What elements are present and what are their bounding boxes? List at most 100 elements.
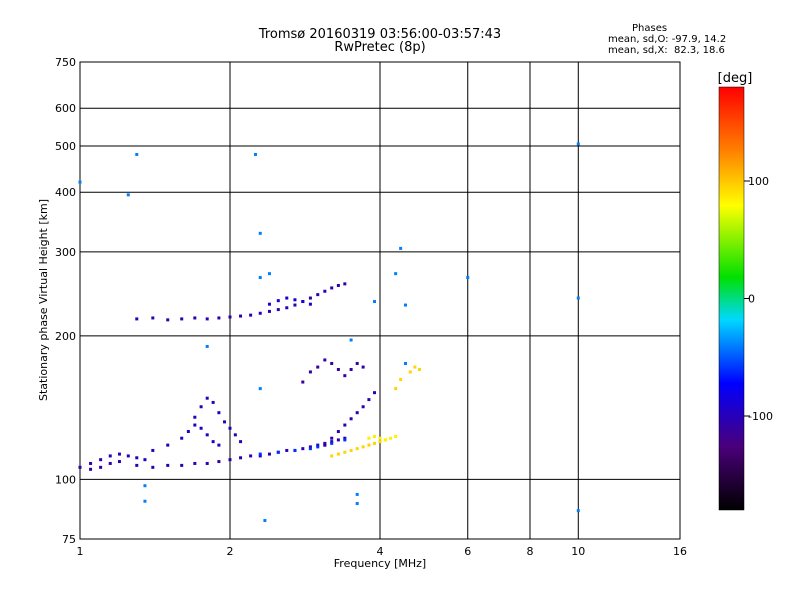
data-point xyxy=(355,361,359,365)
data-point xyxy=(316,365,320,369)
data-point xyxy=(285,448,289,452)
data-point xyxy=(143,499,147,503)
data-point xyxy=(217,443,221,447)
x-tick-label: 16 xyxy=(673,545,687,558)
data-point xyxy=(293,448,297,452)
data-point xyxy=(301,300,305,304)
data-point xyxy=(399,377,403,381)
data-point xyxy=(211,440,215,444)
data-point xyxy=(151,465,155,469)
data-point xyxy=(199,405,203,409)
data-point xyxy=(373,391,377,395)
data-point xyxy=(323,289,327,293)
colorbar-ticks: 100 0 -100 xyxy=(744,175,773,423)
data-point xyxy=(267,452,271,456)
data-point xyxy=(330,441,334,445)
data-points xyxy=(78,142,580,523)
colorbar-tick-label: -100 xyxy=(748,410,773,423)
data-point xyxy=(301,447,305,451)
data-point xyxy=(336,438,340,442)
data-point xyxy=(403,303,407,307)
data-point xyxy=(126,454,130,458)
data-point xyxy=(367,398,371,402)
data-point xyxy=(180,463,184,467)
data-point xyxy=(343,438,347,442)
data-point xyxy=(378,436,382,440)
y-axis-title: Stationary phase Virtual Height [km] xyxy=(37,199,50,401)
data-point xyxy=(180,436,184,440)
data-point xyxy=(89,467,93,471)
data-point xyxy=(126,193,130,197)
data-point xyxy=(211,400,215,404)
data-point xyxy=(361,445,365,449)
data-point xyxy=(355,447,359,451)
data-point xyxy=(308,445,312,449)
data-point xyxy=(343,450,347,454)
data-point xyxy=(253,152,257,156)
data-point xyxy=(367,436,371,440)
data-point xyxy=(78,180,82,184)
y-tick-label: 750 xyxy=(55,56,76,69)
data-point xyxy=(349,367,353,371)
data-point xyxy=(135,463,139,467)
data-point xyxy=(343,374,347,378)
data-point xyxy=(293,298,297,302)
data-point xyxy=(258,387,262,391)
data-point xyxy=(330,361,334,365)
data-point xyxy=(349,417,353,421)
data-point xyxy=(349,448,353,452)
data-point xyxy=(408,370,412,374)
data-point xyxy=(166,318,170,322)
data-point xyxy=(394,272,398,276)
data-point xyxy=(108,454,112,458)
data-point xyxy=(373,441,377,445)
data-point xyxy=(355,502,359,506)
data-point xyxy=(258,454,262,458)
data-point xyxy=(108,461,112,465)
chart-title: Tromsø 20160319 03:56:00-03:57:43 xyxy=(258,27,502,42)
data-point xyxy=(276,308,280,312)
data-point xyxy=(205,317,209,321)
data-point xyxy=(99,465,103,469)
data-point xyxy=(228,426,232,430)
data-point xyxy=(336,367,340,371)
data-point xyxy=(361,405,365,409)
colorbar xyxy=(718,86,745,511)
data-point xyxy=(417,367,421,371)
data-point xyxy=(239,456,243,460)
data-point xyxy=(389,436,393,440)
data-point xyxy=(151,448,155,452)
y-tick-label: 500 xyxy=(55,140,76,153)
data-point xyxy=(308,296,312,300)
data-point xyxy=(249,454,253,458)
y-tick-label: 600 xyxy=(55,102,76,115)
data-point xyxy=(355,492,359,496)
stats-header: Phases xyxy=(632,23,668,34)
colorbar-label: [deg] xyxy=(718,71,753,86)
data-point xyxy=(199,426,203,430)
data-point xyxy=(205,461,209,465)
data-point xyxy=(330,436,334,440)
data-point xyxy=(316,443,320,447)
data-point xyxy=(193,423,197,427)
data-point xyxy=(343,436,347,440)
data-point xyxy=(228,315,232,319)
data-point xyxy=(399,246,403,250)
data-point xyxy=(576,142,580,146)
data-point xyxy=(466,276,470,280)
data-point xyxy=(239,314,243,318)
data-point xyxy=(576,296,580,300)
data-point xyxy=(258,311,262,315)
data-point xyxy=(249,313,253,317)
data-point xyxy=(193,415,197,419)
data-point xyxy=(343,423,347,427)
data-point xyxy=(330,286,334,290)
data-point xyxy=(258,452,262,456)
axis-ticks: 1 2 4 6 8 10 16 75 100 200 300 400 500 600 750 xyxy=(55,56,687,558)
data-point xyxy=(349,338,353,342)
data-point xyxy=(193,461,197,465)
data-point xyxy=(373,435,377,439)
data-point xyxy=(143,458,147,462)
data-point xyxy=(263,519,267,523)
